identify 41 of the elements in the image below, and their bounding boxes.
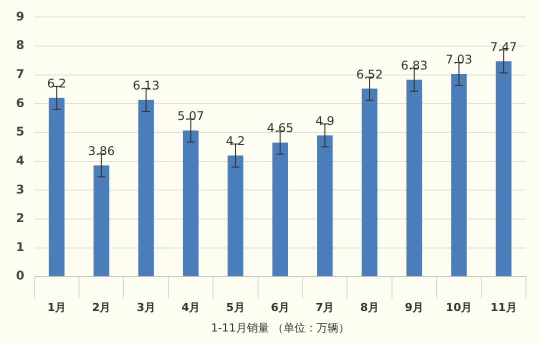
y-tick-label: 9 <box>16 9 24 24</box>
y-tick-label: 3 <box>16 182 24 196</box>
y-tick-label: 8 <box>16 38 24 52</box>
x-tick-label: 1月 <box>47 301 66 314</box>
bar <box>228 156 244 276</box>
y-tick-label: 6 <box>16 96 24 110</box>
y-tick-label: 0 <box>16 268 24 283</box>
data-label: 6.83 <box>400 58 428 72</box>
x-tick-label: 2月 <box>92 301 111 314</box>
x-axis-title: 1-11月销量 （单位：万辆） <box>210 321 350 334</box>
x-tick-label: 6月 <box>270 301 290 314</box>
x-tick-label: 5月 <box>226 301 245 314</box>
data-label: 6.2 <box>47 76 66 90</box>
bar <box>138 100 154 276</box>
data-label: 3.86 <box>88 144 115 158</box>
data-label: 6.13 <box>132 78 160 93</box>
data-label: 6.52 <box>356 67 383 82</box>
x-tick-label: 8月 <box>360 301 379 314</box>
x-tick-label: 10月 <box>446 301 472 314</box>
y-tick-label: 2 <box>16 211 24 226</box>
bar <box>94 165 110 276</box>
bar <box>272 142 288 276</box>
data-label: 4.2 <box>226 134 246 148</box>
data-label: 4.9 <box>315 114 334 128</box>
x-tick-label: 11月 <box>490 301 517 314</box>
bar <box>182 130 199 276</box>
bar <box>362 88 378 276</box>
x-tick-label: 7月 <box>316 301 334 314</box>
y-tick-label: 7 <box>16 66 24 81</box>
bar <box>451 74 467 276</box>
y-tick-label: 5 <box>16 124 24 139</box>
x-tick-label: 4月 <box>181 301 200 314</box>
y-tick-label: 1 <box>16 240 24 254</box>
bar <box>48 98 65 276</box>
bar <box>496 61 512 276</box>
bar <box>406 80 422 276</box>
data-label: 7.47 <box>490 40 518 54</box>
bar <box>317 135 333 276</box>
y-tick-label: 4 <box>16 153 24 168</box>
x-tick-label: 3月 <box>136 301 156 314</box>
x-tick-label: 9月 <box>404 301 424 314</box>
